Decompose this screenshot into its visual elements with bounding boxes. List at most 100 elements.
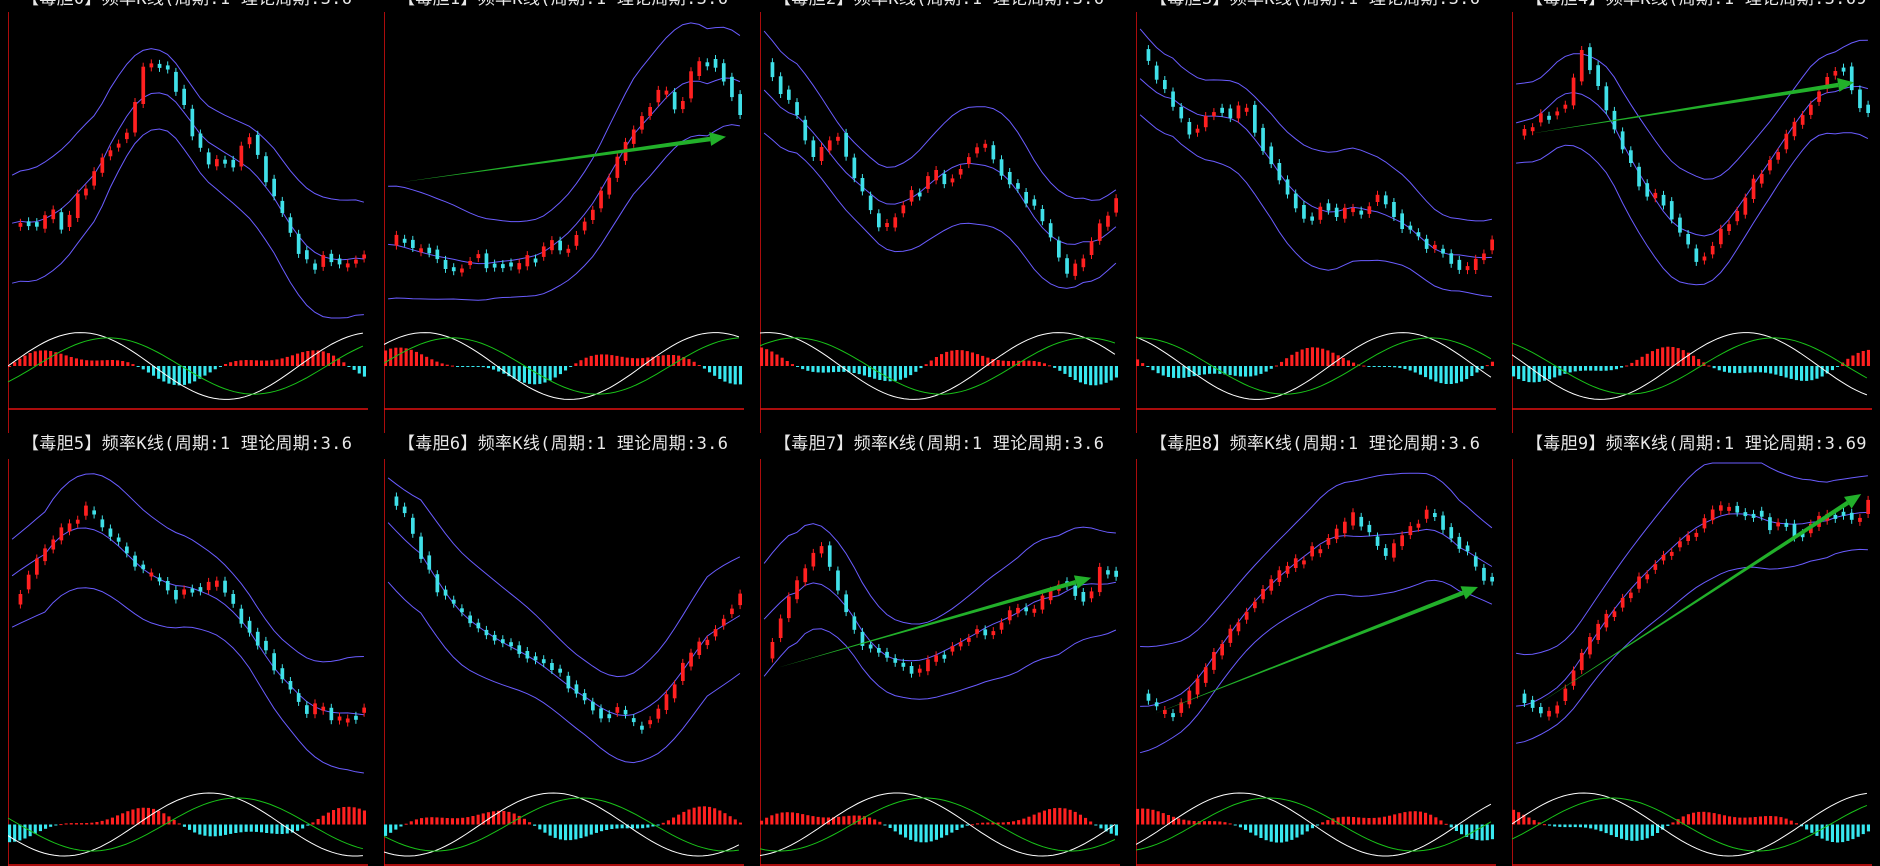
chart-svg [760,459,1120,866]
macd-bar [33,824,37,834]
macd-bar [1728,366,1732,373]
macd-bar [1078,814,1082,825]
macd-dea-line [8,337,364,395]
macd-bar [1470,824,1474,839]
macd-bar [1182,366,1186,378]
macd-bar [285,356,289,366]
macd-bar [630,358,634,366]
macd-bar [54,352,58,366]
macd-bar [172,819,176,825]
macd-bar [1517,366,1521,380]
macd-bar [1733,366,1737,374]
macd-bar [1512,809,1516,825]
chart-title: 【毒胆8】频率K线(周期:1 理论周期:3.6 [1150,434,1481,454]
macd-bar [1089,366,1093,386]
macd-bar [1290,824,1294,840]
macd-bar [630,824,634,829]
macd-bar [1295,824,1299,838]
macd-dif-line [384,792,740,857]
macd-bar [1058,807,1062,825]
macd-bar [126,362,130,366]
band-upper [1139,28,1492,222]
macd-bar [584,357,588,366]
macd-bar [389,348,393,366]
macd-bar [1604,824,1608,834]
macd-bar [1743,817,1747,825]
macd-bar [203,824,207,836]
macd-bar [1645,353,1649,366]
macd-bar [8,824,12,843]
macd-bar [1475,824,1479,841]
macd-bar [970,824,974,826]
macd-bar [677,814,681,825]
macd-bar [1280,824,1284,843]
macd-bar [1743,366,1747,373]
macd-bar [502,366,506,374]
macd-bar [188,824,192,830]
macd-bar [1548,824,1552,826]
macd-bar [1846,824,1850,841]
macd-bar [244,360,248,366]
macd-bar [1073,366,1077,380]
chart-svg [1136,459,1496,866]
macd-bar [1208,821,1212,825]
macd-bar [59,824,63,826]
macd-bar [579,360,583,366]
macd-bar [713,808,717,825]
macd-bar [934,824,938,840]
macd-bar [1620,824,1624,839]
macd-bar [208,824,212,837]
macd-bar [110,360,114,366]
macd-bar [1357,817,1361,825]
macd-bar [301,352,305,366]
macd-bar [270,360,274,366]
macd-bar [218,366,222,367]
macd-bar [301,824,305,829]
macd-bar [821,366,825,373]
macd-bar [697,365,701,366]
macd-bar [1686,814,1690,825]
macd-bar [1094,366,1098,386]
macd-bar [1490,361,1494,366]
macd-bar [1228,823,1232,825]
band-lower [11,587,364,774]
macd-bar [285,824,289,834]
band-lower [387,581,741,764]
macd-bar [131,809,135,825]
macd-bar [1341,816,1345,825]
macd-bar [49,351,53,366]
macd-bar [1449,366,1453,384]
macd-bar [1223,366,1227,375]
macd-bar [852,366,856,373]
macd-bar [1480,366,1484,369]
macd-bar [1408,811,1412,825]
macd-bar [1692,812,1696,825]
macd-bar [1789,820,1793,825]
macd-bar [280,824,284,834]
macd-bar [1599,366,1603,371]
macd-bar [1635,359,1639,366]
macd-bar [131,364,135,366]
macd-bar [553,366,557,378]
macd-bar [110,817,114,825]
macd-bar [1449,824,1453,828]
macd-bar [775,354,779,366]
macd-bar [1367,366,1371,367]
band-lower [388,124,740,301]
macd-bar [1336,817,1340,825]
band-middle [11,527,364,716]
macd-bar [760,347,764,366]
macd-bar [440,817,444,825]
macd-bar [1733,817,1737,825]
macd-bar [389,824,393,833]
macd-bar [878,821,882,825]
band-lower [1516,548,1868,744]
macd-bar [790,812,794,825]
trend-arrow-shaft [778,580,1077,668]
macd-bar [1717,814,1721,825]
macd-bar [625,824,629,829]
macd-bar [49,824,53,827]
macd-bar [1861,824,1865,835]
macd-bar [435,817,439,825]
macd-bar [1681,350,1685,366]
